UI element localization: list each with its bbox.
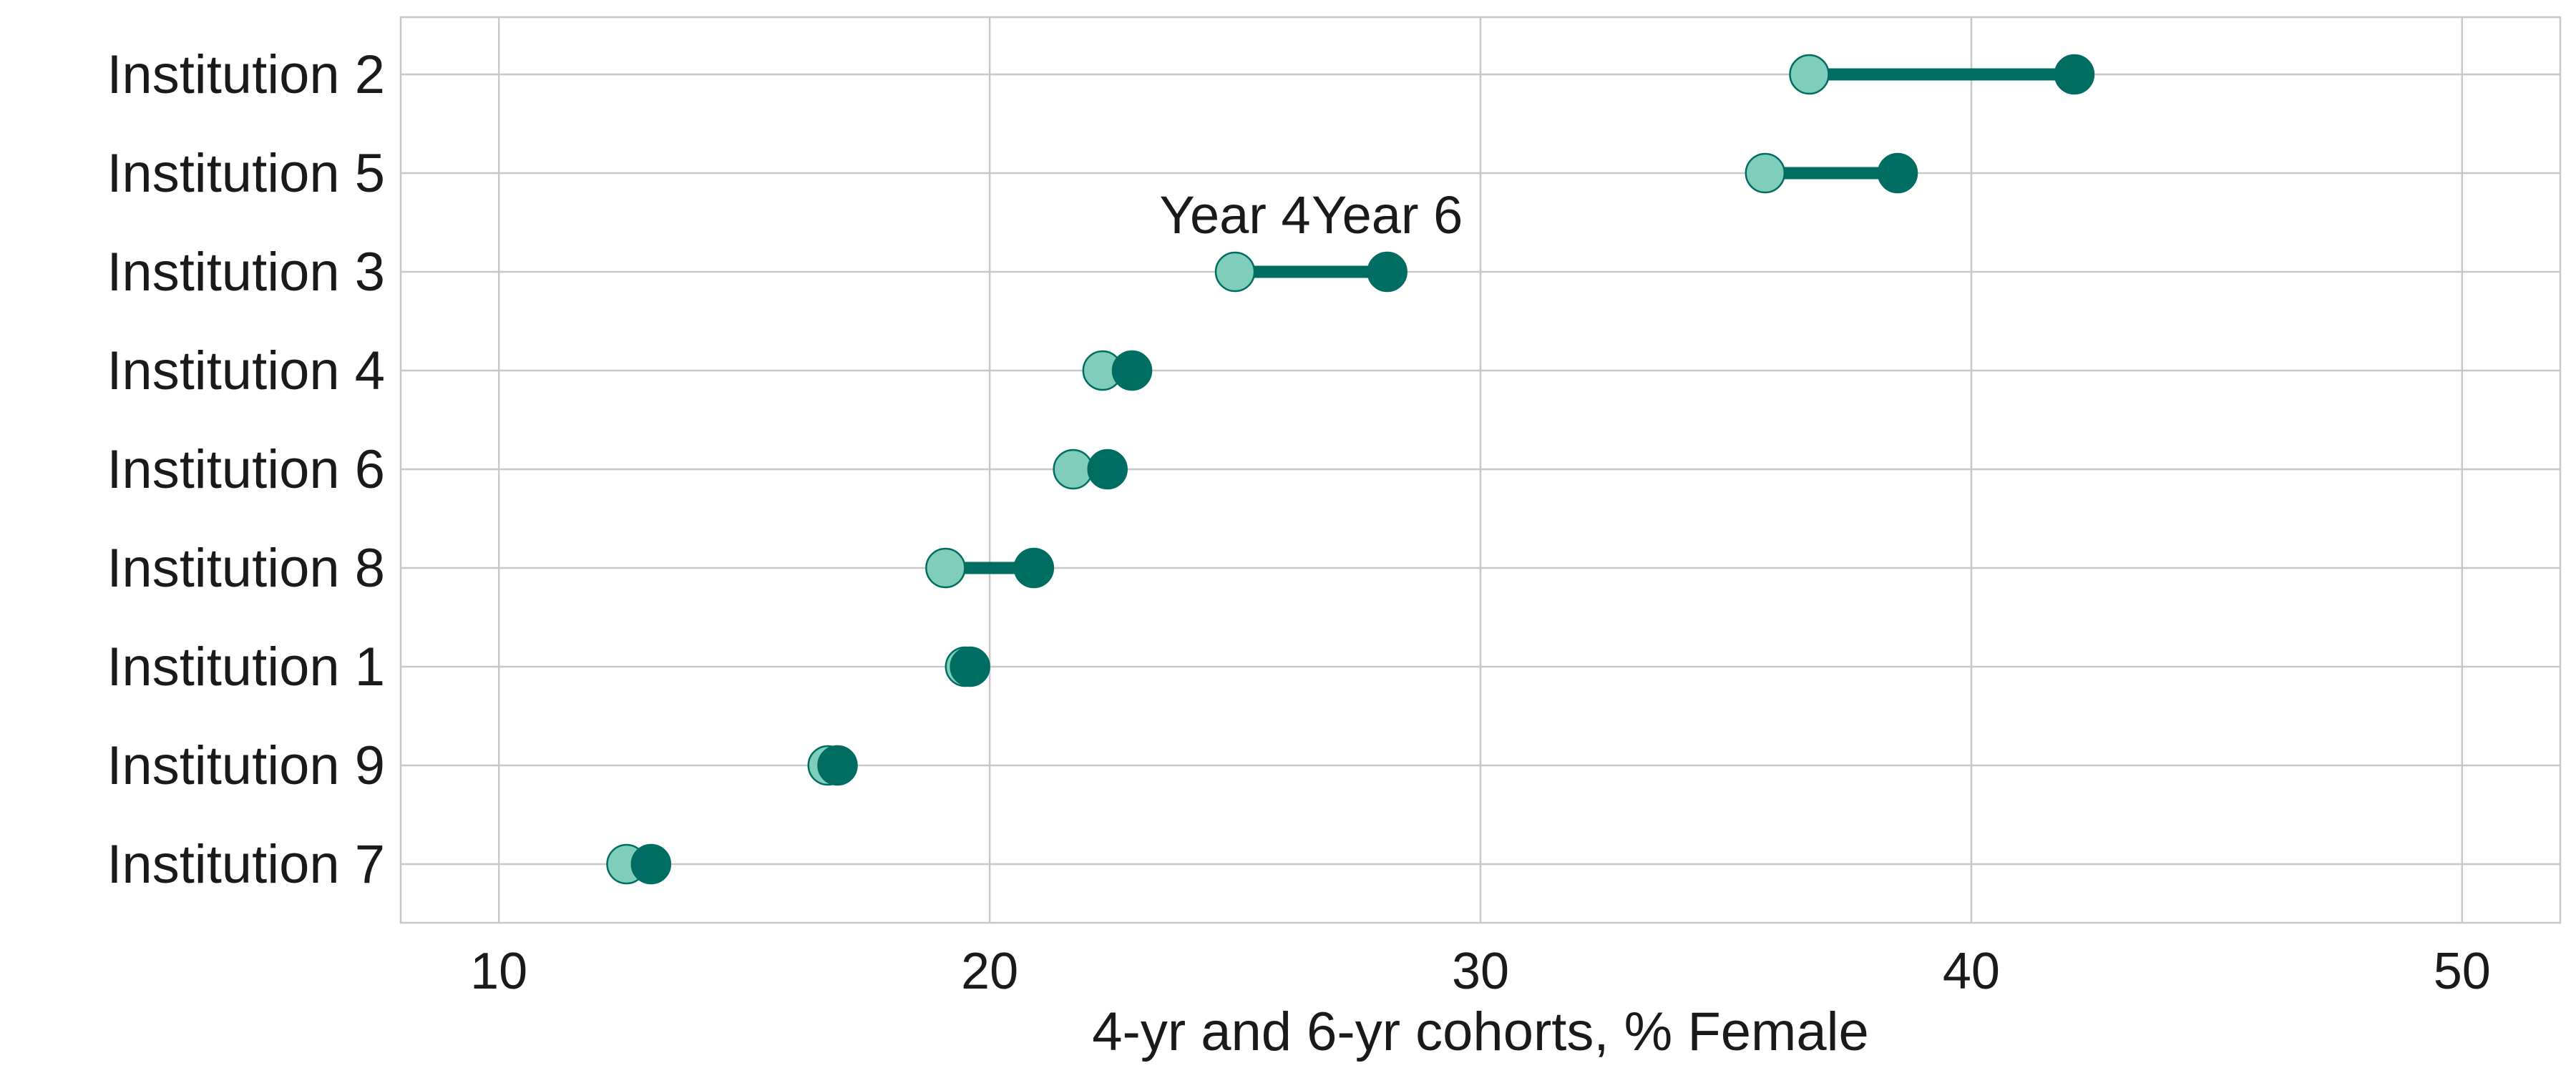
year-6-point (1013, 547, 1055, 589)
year-6-point (1111, 350, 1153, 391)
year-6-point (2054, 54, 2095, 95)
category-label: Institution 1 (107, 637, 385, 697)
year-4-point (1745, 152, 1786, 194)
year-4-point (925, 547, 966, 589)
x-axis-title: 4-yr and 6-yr cohorts, % Female (1092, 1001, 1869, 1062)
series-annotation: Year 4 (1159, 185, 1310, 245)
plot-frame (399, 16, 2562, 924)
x-tick-label: 40 (1943, 943, 2000, 1000)
year-4-point (1789, 54, 1830, 95)
series-annotation: Year 6 (1312, 185, 1463, 245)
category-label: Institution 5 (107, 143, 385, 204)
year-4-point (1053, 449, 1093, 490)
x-tick-label: 50 (2434, 943, 2491, 1000)
grid-layer (401, 17, 2560, 923)
year-6-point (1367, 251, 1407, 293)
dumbbell-points (606, 54, 2095, 885)
year-6-point (1877, 152, 1918, 194)
year-6-point (817, 745, 858, 786)
x-tick-label: 30 (1452, 943, 1509, 1000)
year-6-point (1087, 449, 1128, 490)
category-label: Institution 8 (107, 538, 385, 599)
category-label: Institution 4 (107, 340, 385, 401)
category-label: Institution 6 (107, 439, 385, 500)
category-labels: Institution 2 Institution 5 Institution 3 I… (107, 44, 385, 895)
x-tick-label: 10 (470, 943, 527, 1000)
year-6-point (950, 646, 990, 687)
category-label: Institution 9 (107, 735, 385, 796)
x-tick-label: 20 (961, 943, 1018, 1000)
year-6-point (630, 843, 672, 885)
category-label: Institution 7 (107, 834, 385, 895)
annotations: Year 4 Year 6 (1159, 185, 1463, 245)
year-4-point (1214, 251, 1256, 293)
x-axis-ticks: 10 20 30 40 50 (470, 943, 2491, 1000)
category-label: Institution 2 (107, 44, 385, 105)
category-label: Institution 3 (107, 242, 385, 303)
